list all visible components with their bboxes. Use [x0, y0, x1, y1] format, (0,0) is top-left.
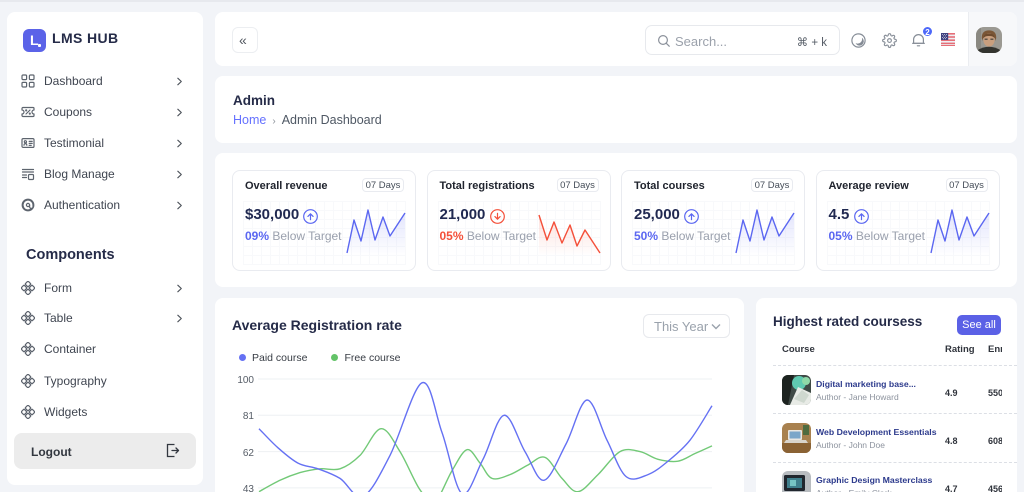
svg-text:43: 43 [243, 484, 255, 492]
svg-text:100: 100 [237, 375, 254, 386]
svg-text:62: 62 [243, 448, 255, 459]
svg-text:81: 81 [243, 411, 255, 422]
